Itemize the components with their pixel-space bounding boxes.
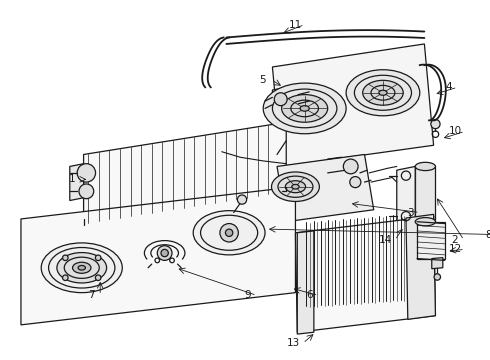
Circle shape [63, 255, 68, 261]
Bar [417, 222, 444, 258]
Text: 7: 7 [88, 291, 94, 300]
Ellipse shape [193, 211, 265, 255]
Ellipse shape [73, 262, 91, 273]
Circle shape [434, 274, 441, 280]
Text: 10: 10 [449, 126, 462, 136]
Circle shape [431, 120, 440, 129]
Text: 5: 5 [259, 75, 266, 85]
Polygon shape [232, 218, 251, 230]
Ellipse shape [282, 95, 328, 122]
Ellipse shape [57, 253, 107, 283]
Circle shape [161, 249, 169, 257]
Circle shape [96, 255, 101, 261]
Circle shape [350, 176, 361, 188]
Text: 8: 8 [486, 230, 490, 240]
Polygon shape [70, 164, 84, 201]
Ellipse shape [285, 181, 306, 193]
Bar [415, 166, 436, 222]
Polygon shape [295, 216, 436, 332]
Circle shape [77, 164, 96, 182]
Text: 6: 6 [306, 291, 313, 300]
Ellipse shape [78, 265, 85, 270]
Ellipse shape [41, 243, 122, 293]
Text: 2: 2 [451, 235, 458, 245]
Ellipse shape [415, 217, 436, 226]
Text: 4: 4 [445, 82, 452, 92]
Polygon shape [203, 232, 221, 242]
Circle shape [238, 195, 246, 204]
Text: 3: 3 [407, 207, 414, 217]
Ellipse shape [292, 184, 299, 189]
Text: 11: 11 [289, 19, 302, 30]
Polygon shape [220, 238, 237, 247]
Polygon shape [272, 44, 434, 166]
Text: 12: 12 [449, 244, 463, 255]
Polygon shape [208, 218, 227, 230]
Text: 9: 9 [244, 291, 251, 300]
Polygon shape [406, 214, 436, 319]
Circle shape [63, 275, 68, 280]
Polygon shape [432, 258, 443, 269]
Ellipse shape [271, 172, 319, 202]
Text: 14: 14 [379, 235, 392, 245]
Polygon shape [84, 122, 286, 224]
Polygon shape [277, 154, 374, 222]
Ellipse shape [346, 70, 420, 116]
Ellipse shape [300, 105, 309, 111]
Circle shape [79, 184, 94, 199]
Text: 13: 13 [287, 338, 300, 348]
Circle shape [96, 275, 101, 280]
Ellipse shape [263, 83, 346, 134]
Polygon shape [297, 231, 314, 334]
Ellipse shape [363, 80, 403, 105]
Polygon shape [236, 233, 255, 243]
Polygon shape [272, 85, 298, 115]
Polygon shape [397, 166, 415, 227]
Circle shape [343, 159, 358, 174]
Circle shape [274, 93, 287, 105]
Circle shape [157, 246, 172, 260]
Circle shape [225, 229, 233, 237]
Text: 1: 1 [69, 174, 76, 184]
Circle shape [220, 224, 238, 242]
Ellipse shape [379, 90, 387, 95]
Ellipse shape [415, 162, 436, 171]
Polygon shape [21, 187, 295, 325]
